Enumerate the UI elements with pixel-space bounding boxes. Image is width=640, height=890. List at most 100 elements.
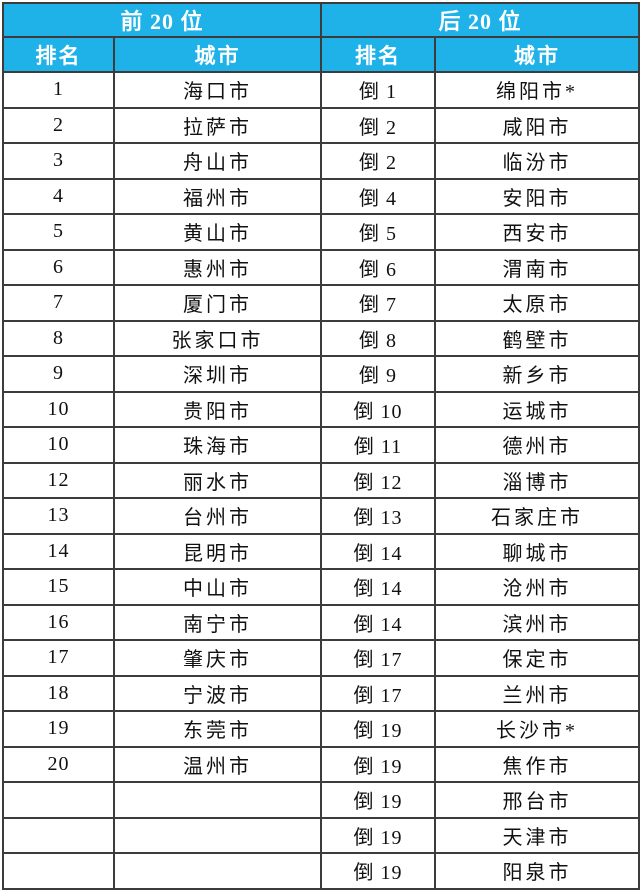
city-cell: 南宁市 [112, 603, 323, 641]
city-cell: 兰州市 [434, 674, 640, 712]
rank-cell: 倒 14 [320, 603, 437, 641]
city-cell: 邢台市 [434, 781, 640, 819]
rank-cell: 16 [2, 603, 115, 641]
city-cell: 贵阳市 [112, 390, 323, 428]
city-cell [112, 852, 323, 890]
city-cell: 东莞市 [112, 710, 323, 748]
city-cell: 绵阳市* [434, 71, 640, 109]
city-cell: 滨州市 [434, 603, 640, 641]
city-cell: 拉萨市 [112, 106, 323, 144]
table-row: 20 温州市倒 19 焦作市 [2, 745, 640, 783]
rank-cell: 3 [2, 142, 115, 180]
rank-cell [2, 781, 115, 819]
city-cell: 阳泉市 [434, 852, 640, 890]
city-cell: 石家庄市 [434, 497, 640, 535]
city-cell: 安阳市 [434, 177, 640, 215]
city-cell [112, 781, 323, 819]
city-cell: 黄山市 [112, 213, 323, 251]
table-row: 16 南宁市倒 14 滨州市 [2, 603, 640, 641]
table-row: 6 惠州市倒 6 渭南市 [2, 248, 640, 286]
rank-cell: 倒 12 [320, 461, 437, 499]
rank-cell: 17 [2, 639, 115, 677]
rank-cell: 倒 8 [320, 319, 437, 357]
city-cell: 沧州市 [434, 568, 640, 606]
city-cell: 宁波市 [112, 674, 323, 712]
rank-cell: 9 [2, 355, 115, 393]
rank-cell: 倒 19 [320, 710, 437, 748]
city-cell: 惠州市 [112, 248, 323, 286]
rank-cell: 20 [2, 745, 115, 783]
rank-cell: 倒 2 [320, 142, 437, 180]
table-row: 17 肇庆市倒 17 保定市 [2, 639, 640, 677]
city-cell: 深圳市 [112, 355, 323, 393]
table-row: 1 海口市倒 1 绵阳市* [2, 71, 640, 109]
rank-cell: 5 [2, 213, 115, 251]
rank-cell: 倒 14 [320, 568, 437, 606]
rank-cell: 倒 13 [320, 497, 437, 535]
city-cell: 德州市 [434, 426, 640, 464]
rank-cell: 倒 14 [320, 532, 437, 570]
group-header-row: 前 20 位 后 20 位 [1, 2, 640, 38]
city-cell [112, 816, 323, 854]
city-cell: 福州市 [112, 177, 323, 215]
city-cell: 淄博市 [434, 461, 640, 499]
rank-cell: 倒 11 [320, 426, 437, 464]
rank-cell: 10 [2, 390, 115, 428]
city-cell: 长沙市* [434, 710, 640, 748]
rank-cell: 倒 7 [320, 284, 437, 322]
rank-cell: 10 [2, 426, 115, 464]
rank-cell: 4 [2, 177, 115, 215]
table-row: 14 昆明市倒 14 聊城市 [2, 532, 640, 570]
city-cell: 运城市 [434, 390, 640, 428]
table-row: 10 贵阳市倒 10 运城市 [2, 390, 640, 428]
rank-cell: 倒 5 [320, 213, 437, 251]
city-cell: 海口市 [112, 71, 323, 109]
rank-cell: 倒 4 [320, 177, 437, 215]
rank-cell: 8 [2, 319, 115, 357]
top20-group-header: 前 20 位 [1, 2, 323, 38]
rank-cell: 12 [2, 461, 115, 499]
rank-cell: 倒 1 [320, 71, 437, 109]
city-cell: 温州市 [112, 745, 323, 783]
rank-cell: 1 [2, 71, 115, 109]
rank-cell: 15 [2, 568, 115, 606]
city-cell: 咸阳市 [434, 106, 640, 144]
city-cell: 焦作市 [434, 745, 640, 783]
table-row: 9 深圳市倒 9 新乡市 [2, 355, 640, 393]
table-body: 1 海口市倒 1 绵阳市* 2 拉萨市倒 2 咸阳市 3 舟山市倒 2 临汾市 4 福州市倒 4 安阳… [2, 71, 640, 890]
city-cell: 临汾市 [434, 142, 640, 180]
rank-cell: 倒 6 [320, 248, 437, 286]
rank-cell: 倒 2 [320, 106, 437, 144]
rank-cell: 13 [2, 497, 115, 535]
city-cell: 珠海市 [112, 426, 323, 464]
left-city-column-header: 城市 [112, 36, 323, 73]
rank-cell: 19 [2, 710, 115, 748]
table-row: 18 宁波市倒 17 兰州市 [2, 674, 640, 712]
rank-cell [2, 816, 115, 854]
city-cell: 渭南市 [434, 248, 640, 286]
rank-cell: 倒 19 [320, 781, 437, 819]
left-rank-column-header: 排名 [2, 36, 115, 73]
rank-cell: 倒 19 [320, 852, 437, 890]
rank-cell: 7 [2, 284, 115, 322]
rank-cell: 倒 10 [320, 390, 437, 428]
right-city-column-header: 城市 [434, 36, 640, 73]
city-cell: 新乡市 [434, 355, 640, 393]
table-row: 倒 19 阳泉市 [2, 852, 640, 890]
rank-cell: 2 [2, 106, 115, 144]
table-row: 12 丽水市倒 12 淄博市 [2, 461, 640, 499]
city-cell: 中山市 [112, 568, 323, 606]
rank-cell: 倒 17 [320, 639, 437, 677]
table-row: 7 厦门市倒 7 太原市 [2, 284, 640, 322]
city-cell: 太原市 [434, 284, 640, 322]
rank-cell: 14 [2, 532, 115, 570]
rank-cell: 倒 9 [320, 355, 437, 393]
table-row: 倒 19 邢台市 [2, 781, 640, 819]
table-row: 19 东莞市倒 19 长沙市* [2, 710, 640, 748]
table-row: 2 拉萨市倒 2 咸阳市 [2, 106, 640, 144]
rank-cell: 6 [2, 248, 115, 286]
city-cell: 张家口市 [112, 319, 323, 357]
table-row: 8 张家口市倒 8 鹤壁市 [2, 319, 640, 357]
